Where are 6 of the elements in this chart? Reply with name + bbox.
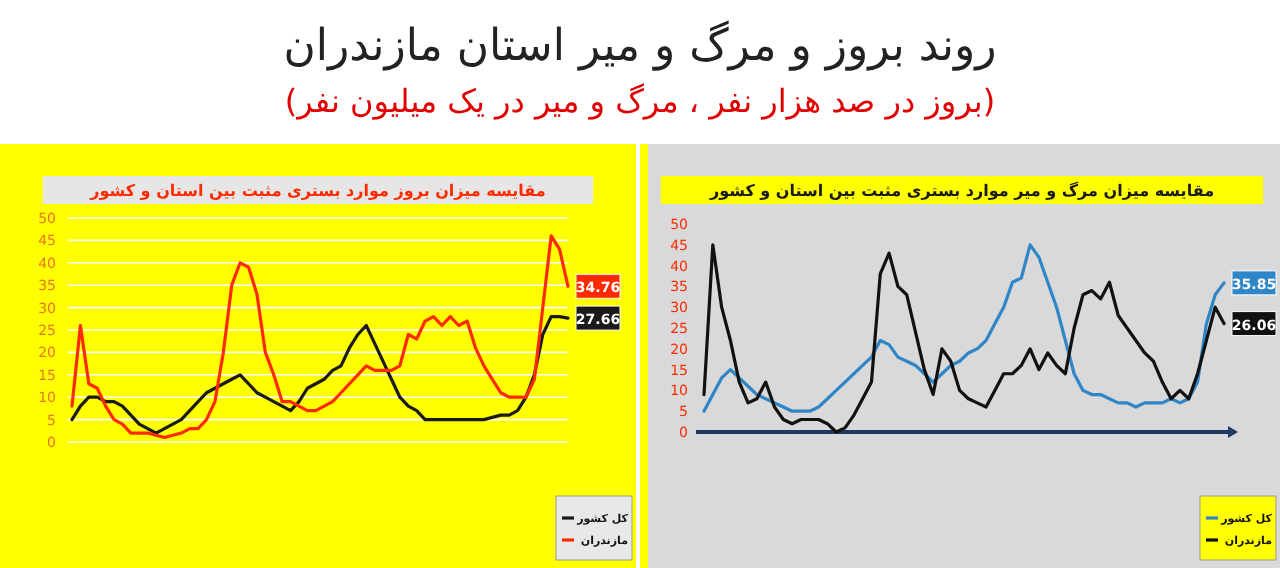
chart-title: مقایسه میزان مرگ و میر موارد بستری مثبت بین استان و کشور bbox=[707, 180, 1215, 200]
text: (بروز در صد هزار نفر ، مرگ و میر در یک میلیون نفر) bbox=[284, 82, 996, 120]
chart-title: مقایسه میزان بروز موارد بستری مثبت بین استان و کشور bbox=[88, 182, 546, 200]
line-series bbox=[70, 234, 570, 440]
text: روند بروز و مرگ و میر استان مازندران bbox=[283, 20, 997, 72]
line-series bbox=[70, 314, 570, 435]
